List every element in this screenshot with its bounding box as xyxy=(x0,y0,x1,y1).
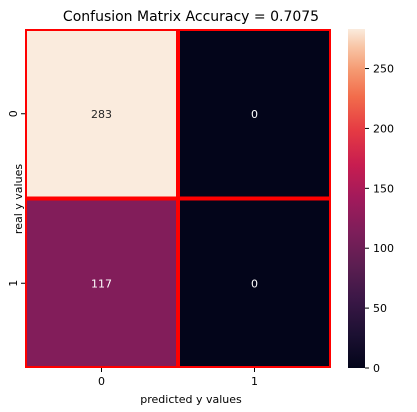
heatmap-cell xyxy=(178,29,331,199)
cell-annotation: 283 xyxy=(91,108,112,121)
cell-annotations: 283 0 117 0 xyxy=(91,108,258,291)
cell-annotation: 117 xyxy=(91,277,112,290)
colorbar-tick-label: 0 xyxy=(373,362,380,375)
x-axis-label: predicted y values xyxy=(140,393,242,406)
cell-annotation: 0 xyxy=(251,108,258,121)
colorbar-ticks: 0 50 100 150 200 250 xyxy=(365,63,394,375)
chart-title: Confusion Matrix Accuracy = 0.7075 xyxy=(63,9,319,25)
colorbar-tick-label: 50 xyxy=(373,302,387,315)
y-axis-ticks: 01 xyxy=(7,110,25,287)
colorbar-tick-label: 200 xyxy=(373,122,394,135)
y-axis-label: real y values xyxy=(12,164,25,234)
heatmap-cells xyxy=(25,29,331,368)
x-tick-label: 0 xyxy=(98,375,105,388)
heatmap-cell xyxy=(178,198,331,368)
y-tick-label: 1 xyxy=(7,280,20,287)
colorbar-gradient xyxy=(348,29,365,368)
heatmap-cell xyxy=(25,198,178,368)
colorbar: 0 50 100 150 200 250 xyxy=(348,29,394,375)
heatmap-cell xyxy=(25,29,178,199)
cell-annotation: 0 xyxy=(251,277,258,290)
colorbar-tick-label: 250 xyxy=(373,63,394,76)
x-tick-label: 1 xyxy=(251,375,258,388)
colorbar-tick-label: 100 xyxy=(373,242,394,255)
colorbar-tick-label: 150 xyxy=(373,182,394,195)
y-tick-label: 0 xyxy=(7,110,20,117)
